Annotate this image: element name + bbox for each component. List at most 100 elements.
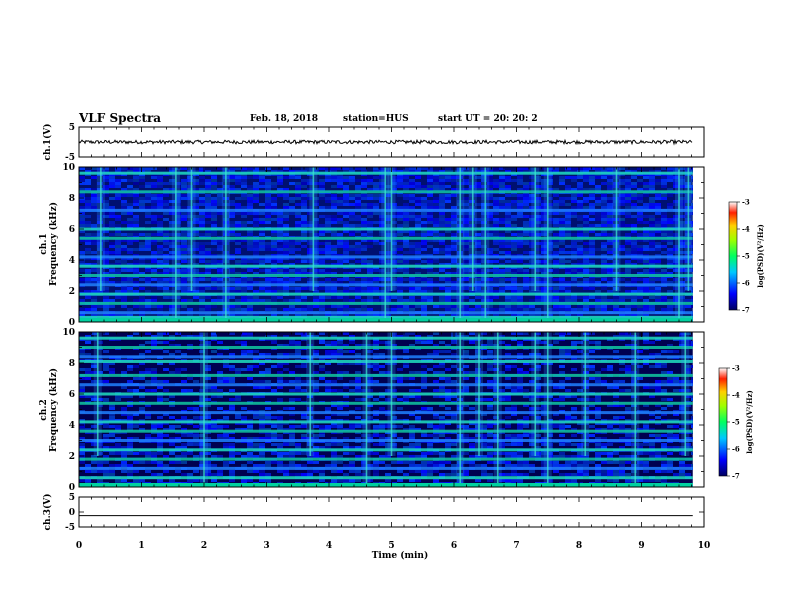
spectrogram-cell bbox=[187, 185, 193, 188]
spectrogram-cell bbox=[205, 377, 211, 380]
spectrogram-cell bbox=[115, 290, 121, 293]
spectrogram-cell bbox=[373, 353, 379, 356]
spectrogram-cell bbox=[163, 398, 169, 401]
spectrogram-cell bbox=[229, 305, 235, 308]
spectrogram-cell bbox=[565, 176, 571, 179]
spectrogram-cell bbox=[625, 239, 631, 242]
spectrogram-cell bbox=[295, 212, 301, 215]
spectrogram-cell bbox=[493, 380, 499, 383]
spectrogram-cell bbox=[109, 251, 115, 254]
spectrogram-cell bbox=[85, 269, 91, 272]
spectrogram-cell bbox=[649, 365, 655, 368]
spectrogram-cell bbox=[163, 188, 169, 191]
spectrogram-cell bbox=[295, 377, 301, 380]
spectrogram-cell bbox=[133, 248, 139, 251]
spectrogram-cell bbox=[289, 305, 295, 308]
spectrogram-cell bbox=[673, 185, 679, 188]
spectrogram-cell bbox=[535, 365, 541, 368]
spectrogram-cell bbox=[367, 221, 373, 224]
spectrogram-cell bbox=[157, 314, 163, 317]
spectrogram-cell bbox=[367, 239, 373, 242]
spectrogram-cell bbox=[313, 272, 319, 275]
spectrogram-cell bbox=[79, 299, 85, 302]
spectrogram-cell bbox=[619, 221, 625, 224]
spectrogram-cell bbox=[325, 170, 331, 173]
spectrogram-cell bbox=[97, 248, 103, 251]
spectrogram-cell bbox=[427, 182, 433, 185]
spectrogram-cell bbox=[343, 203, 349, 206]
spectrogram-cell bbox=[199, 299, 205, 302]
spectrogram-cell bbox=[565, 215, 571, 218]
spectrogram-cell bbox=[517, 341, 523, 344]
spectrogram-cell bbox=[583, 230, 589, 233]
spectrogram-cell bbox=[493, 230, 499, 233]
spectrogram-cell bbox=[361, 206, 367, 209]
spectrogram-cell bbox=[337, 242, 343, 245]
spectrogram-cell bbox=[499, 218, 505, 221]
spectrogram-cell bbox=[529, 308, 535, 311]
spectrogram-cell bbox=[199, 272, 205, 275]
spectrogram-cell bbox=[283, 368, 289, 371]
spectrogram-cell bbox=[667, 239, 673, 242]
spectrogram-cell bbox=[331, 281, 337, 284]
spectrogram-cell bbox=[283, 230, 289, 233]
spectrogram-cell bbox=[517, 215, 523, 218]
spectrogram-cell bbox=[445, 221, 451, 224]
spectrogram-cell bbox=[295, 215, 301, 218]
spectrogram-cell bbox=[91, 332, 97, 335]
spectrogram-cell bbox=[391, 170, 397, 173]
spectrogram-cell bbox=[499, 362, 505, 365]
spectrogram-cell bbox=[157, 380, 163, 383]
spectrogram-cell bbox=[235, 188, 241, 191]
spectrogram-cell bbox=[265, 167, 271, 170]
spectrogram-cell bbox=[487, 179, 493, 182]
spectrogram-cell bbox=[229, 353, 235, 356]
spectrogram-cell bbox=[367, 296, 373, 299]
spectrogram-cell bbox=[445, 395, 451, 398]
spectrogram-cell bbox=[391, 395, 397, 398]
spectrogram-cell bbox=[541, 281, 547, 284]
spectrogram-cell bbox=[463, 278, 469, 281]
spectrogram-cell bbox=[247, 308, 253, 311]
spectrogram-cell bbox=[151, 176, 157, 179]
spectrogram-cell bbox=[553, 224, 559, 227]
spectrogram-cell bbox=[259, 395, 265, 398]
spectrogram-cell bbox=[517, 176, 523, 179]
spectrogram-cell bbox=[577, 203, 583, 206]
spectrogram-cell bbox=[589, 278, 595, 281]
spectrogram-cell bbox=[583, 260, 589, 263]
spectrogram-cell bbox=[637, 245, 643, 248]
spectrogram-cell bbox=[517, 242, 523, 245]
spectrogram-cell bbox=[97, 230, 103, 233]
spectrogram-cell bbox=[523, 215, 529, 218]
spectrogram-cell bbox=[559, 371, 565, 374]
spectrogram-cell bbox=[145, 299, 151, 302]
spectrogram-cell bbox=[313, 257, 319, 260]
spectrogram-cell bbox=[127, 212, 133, 215]
spectrogram-cell bbox=[217, 242, 223, 245]
spectrogram-cell bbox=[463, 242, 469, 245]
spectrogram-cell bbox=[307, 230, 313, 233]
sferic-glow bbox=[309, 167, 318, 291]
spectrogram-cell bbox=[571, 281, 577, 284]
spectrogram-cell bbox=[673, 251, 679, 254]
spectrogram-cell bbox=[283, 362, 289, 365]
spectrogram-cell bbox=[589, 230, 595, 233]
spectrogram-cell bbox=[139, 386, 145, 389]
spectrogram-cell bbox=[535, 230, 541, 233]
spectrogram-cell bbox=[643, 299, 649, 302]
spectrogram-cell bbox=[409, 197, 415, 200]
spectrogram-cell bbox=[559, 251, 565, 254]
spectrogram-cell bbox=[487, 194, 493, 197]
spectrogram-cell bbox=[301, 245, 307, 248]
spectrogram-cell bbox=[439, 233, 445, 236]
spectrogram-cell bbox=[451, 365, 457, 368]
spectrogram-cell bbox=[355, 215, 361, 218]
spectrogram-cell bbox=[481, 344, 487, 347]
ch1-waveform-trace bbox=[78, 138, 693, 146]
spectrogram-cell bbox=[337, 239, 343, 242]
spectrogram-cell bbox=[181, 353, 187, 356]
spectrogram-cell bbox=[475, 239, 481, 242]
spectrogram-cell bbox=[529, 218, 535, 221]
